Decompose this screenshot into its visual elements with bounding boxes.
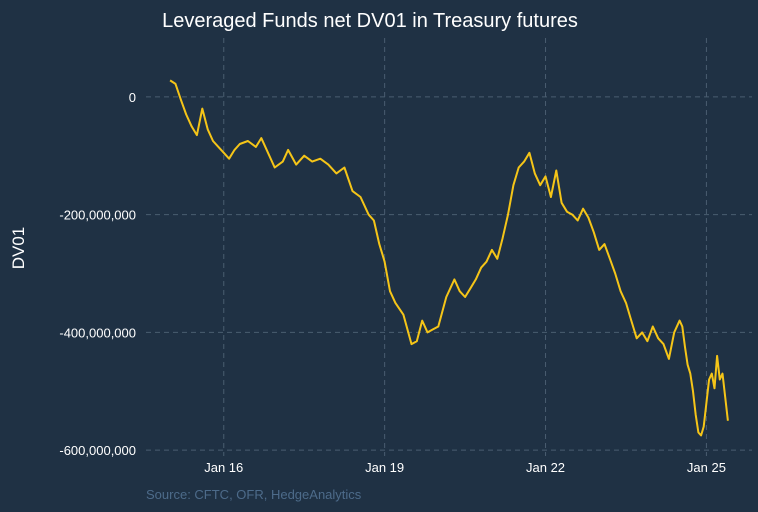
y-axis-label: DV01 — [9, 227, 28, 270]
y-tick-label: -400,000,000 — [59, 325, 136, 340]
x-tick-label: Jan 25 — [687, 460, 726, 475]
chart-title: Leveraged Funds net DV01 in Treasury fut… — [162, 10, 578, 32]
gridlines — [146, 38, 752, 456]
source-caption: Source: CFTC, OFR, HedgeAnalytics — [146, 487, 362, 502]
x-axis-ticks: Jan 16 Jan 19 Jan 22 Jan 25 — [204, 460, 726, 475]
y-tick-label: 0 — [129, 90, 136, 105]
x-tick-label: Jan 16 — [204, 460, 243, 475]
y-tick-label: -600,000,000 — [59, 443, 136, 458]
y-axis-ticks: 0 -200,000,000 -400,000,000 -600,000,000 — [59, 90, 136, 458]
y-tick-label: -200,000,000 — [59, 208, 136, 223]
series-line-dv01 — [169, 79, 729, 437]
x-tick-label: Jan 19 — [365, 460, 404, 475]
x-tick-label: Jan 22 — [526, 460, 565, 475]
